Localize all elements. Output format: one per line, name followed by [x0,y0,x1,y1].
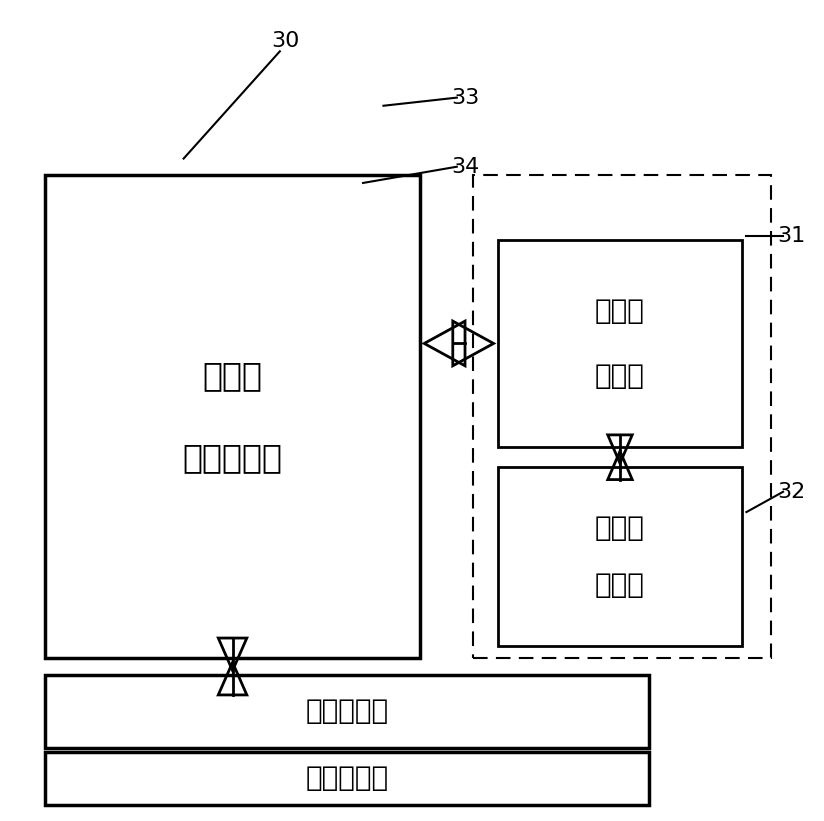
Text: 32: 32 [777,482,805,502]
Text: 测量夹: 测量夹 [595,571,645,599]
Bar [498,240,742,447]
Text: 信号采集器: 信号采集器 [183,441,283,474]
Text: 气压传感器: 气压传感器 [305,764,388,792]
Bar [498,467,742,646]
Bar [473,175,771,658]
Text: 脉搴波: 脉搴波 [595,514,645,543]
Text: 34: 34 [451,157,479,177]
Text: 33: 33 [451,88,479,108]
Text: 传感器: 传感器 [595,362,645,390]
Bar [45,752,648,805]
Text: 脉搴波: 脉搴波 [203,360,263,392]
Text: 31: 31 [777,226,805,245]
Bar [45,675,648,748]
Text: 30: 30 [271,30,300,51]
Text: 脉搴波: 脉搴波 [595,297,645,325]
Text: 血压计袖带: 血压计袖带 [305,697,388,725]
Bar [45,175,420,658]
